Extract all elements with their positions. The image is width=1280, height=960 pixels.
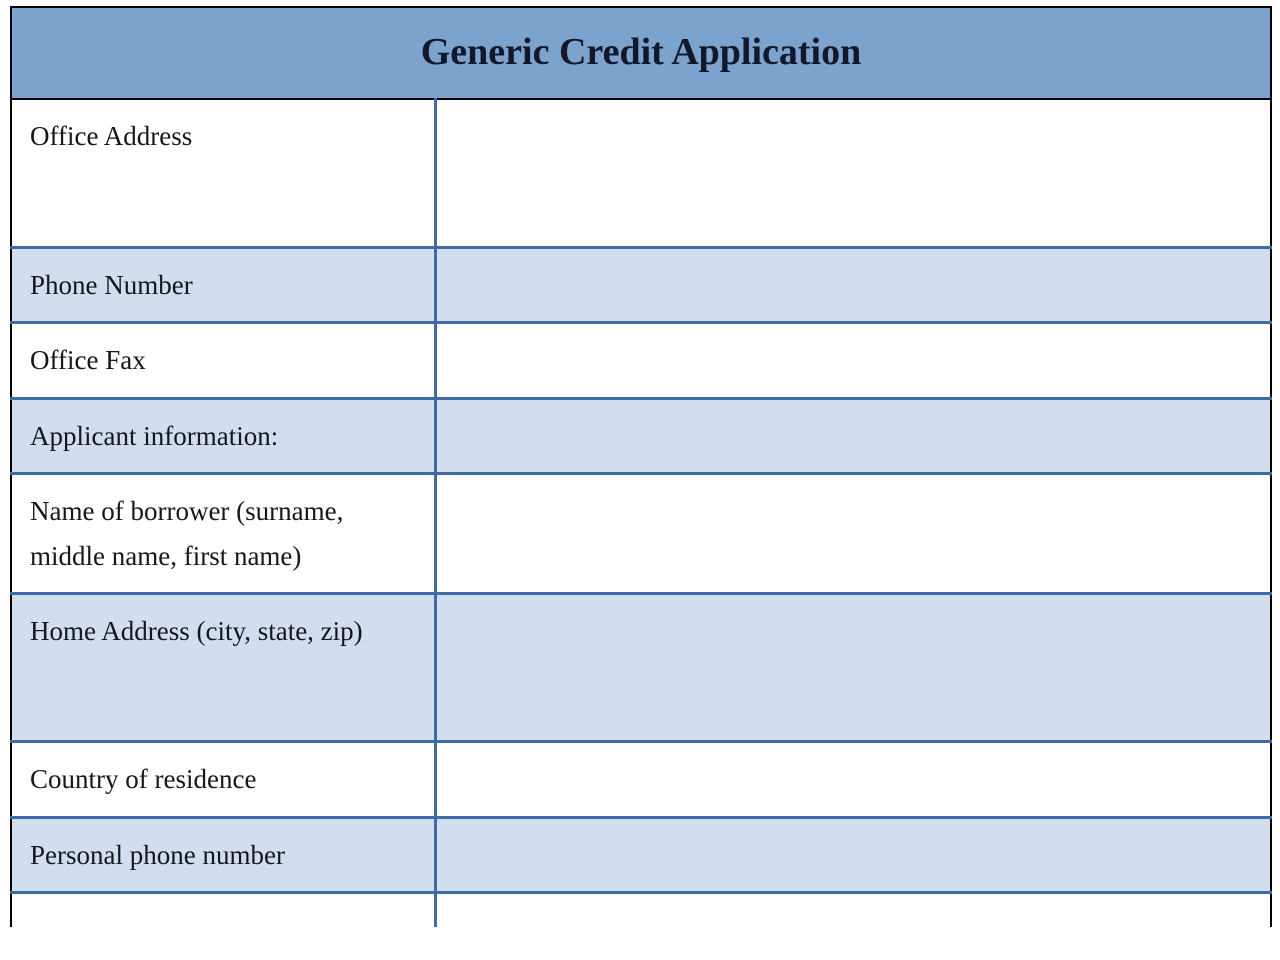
table-row: Personal phone number xyxy=(11,817,1271,893)
field-value-personal-phone-number[interactable] xyxy=(435,817,1271,893)
table-row: Country of residence xyxy=(11,742,1271,818)
field-label-home-address: Home Address (city, state, zip) xyxy=(11,594,435,742)
field-label-personal-phone-number: Personal phone number xyxy=(11,817,435,893)
credit-application-form: Generic Credit Application Office Addres… xyxy=(10,6,1272,927)
table-row: Name of borrower (surname, middle name, … xyxy=(11,474,1271,594)
form-title: Generic Credit Application xyxy=(11,7,1271,99)
table-row: Office Address xyxy=(11,99,1271,247)
field-value-home-address[interactable] xyxy=(435,594,1271,742)
field-value-office-address[interactable] xyxy=(435,99,1271,247)
field-value-phone-number[interactable] xyxy=(435,247,1271,323)
field-label-phone-number: Phone Number xyxy=(11,247,435,323)
field-label-office-address: Office Address xyxy=(11,99,435,247)
table-row: Phone Number xyxy=(11,247,1271,323)
field-label-partial xyxy=(11,893,435,927)
field-value-borrower-name[interactable] xyxy=(435,474,1271,594)
field-label-applicant-information: Applicant information: xyxy=(11,398,435,474)
field-label-office-fax: Office Fax xyxy=(11,323,435,399)
table-row: Applicant information: xyxy=(11,398,1271,474)
table-row: Office Fax xyxy=(11,323,1271,399)
field-label-borrower-name: Name of borrower (surname, middle name, … xyxy=(11,474,435,594)
field-value-office-fax[interactable] xyxy=(435,323,1271,399)
field-value-country-of-residence[interactable] xyxy=(435,742,1271,818)
field-value-applicant-information xyxy=(435,398,1271,474)
field-label-country-of-residence: Country of residence xyxy=(11,742,435,818)
table-row: Home Address (city, state, zip) xyxy=(11,594,1271,742)
table-row xyxy=(11,893,1271,927)
field-value-partial[interactable] xyxy=(435,893,1271,927)
